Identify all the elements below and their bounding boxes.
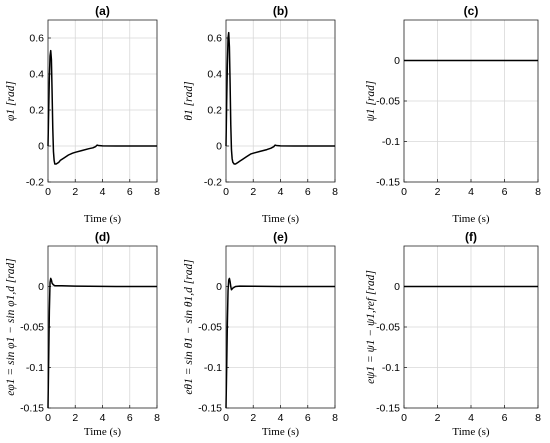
x-tick-label: 6 — [127, 186, 133, 198]
x-tick-label: 0 — [223, 186, 229, 198]
y-axis-label: eφ1 = sin φ1 − sin φ1,d [rad] — [5, 258, 17, 395]
x-tick-label: 8 — [154, 412, 160, 424]
y-tick-label: -0.05 — [376, 322, 400, 334]
y-axis-label: eθ1 = sin θ1 − sin θ1,d [rad] — [183, 259, 195, 394]
y-tick-label: -0.1 — [382, 136, 400, 148]
x-tick-label: 2 — [72, 186, 78, 198]
y-tick-label: 0.2 — [207, 105, 222, 117]
y-tick-label: 0.4 — [29, 69, 44, 81]
y-tick-label: 0 — [394, 55, 400, 67]
x-tick-label: 6 — [305, 412, 311, 424]
x-axis-label: Time (s) — [84, 426, 122, 438]
series-line — [47, 277, 157, 409]
y-tick-label: -0.15 — [376, 403, 400, 415]
panel-e: 0 2 4 6 8 -0.15 -0.1 -0.05 0 (e) Time (s) eθ1 = sin… — [183, 230, 338, 438]
x-tick-label: 4 — [100, 186, 106, 198]
y-tick-label: 0 — [216, 281, 222, 293]
x-tick-label: 2 — [250, 412, 256, 424]
panel-title: (c) — [464, 4, 479, 18]
x-tick-label: 6 — [305, 186, 311, 198]
y-tick-label: 0.6 — [29, 33, 44, 45]
series-line — [225, 277, 335, 409]
x-tick-label: 6 — [502, 412, 508, 424]
y-tick-label: -0.2 — [204, 177, 222, 189]
x-axis-label: Time (s) — [262, 426, 300, 438]
y-tick-label: -0.1 — [26, 362, 44, 374]
x-tick-label: 4 — [468, 412, 474, 424]
x-tick-label: 0 — [45, 186, 51, 198]
y-tick-label: -0.1 — [382, 362, 400, 374]
y-tick-label: -0.2 — [26, 177, 44, 189]
panel-f: 0 2 4 6 8 -0.15 -0.1 -0.05 0 (f) Time (s) eψ1 = ψ1 … — [365, 230, 541, 438]
panel-b: 0 2 4 6 8-0.200.20.40.6(b)Time (s)θ1 [rad] — [183, 4, 338, 225]
panel-title: (d) — [95, 230, 110, 244]
x-axis-label: Time (s) — [262, 213, 300, 225]
x-tick-label: 8 — [535, 412, 541, 424]
panel-title: (f) — [465, 230, 477, 244]
y-tick-label: 0.4 — [207, 69, 222, 81]
x-axis-label: Time (s) — [452, 426, 490, 438]
y-tick-label: 0.2 — [29, 105, 44, 117]
y-axis-label: θ1 [rad] — [183, 81, 195, 120]
y-axis-label: eψ1 = ψ1 − ψ1,ref [rad] — [365, 270, 377, 384]
panel-c: 0 2 4 6 8 -0.15 -0.1 -0.05 0 (c) Time (s) ψ1 [rad] — [365, 4, 541, 225]
x-tick-label: 8 — [332, 412, 338, 424]
y-tick-label: -0.15 — [376, 177, 400, 189]
y-axis-label: ψ1 [rad] — [365, 81, 377, 122]
series-line — [47, 49, 157, 165]
x-tick-label: 0 — [401, 186, 407, 198]
panel-d: 0 2 4 6 8 -0.15 -0.1 -0.05 0 (d) Time (s) eφ1 = sin… — [5, 230, 160, 438]
x-axis-label: Time (s) — [452, 213, 490, 225]
x-tick-label: 6 — [127, 412, 133, 424]
x-tick-label: 4 — [278, 186, 284, 198]
x-tick-label: 4 — [468, 186, 474, 198]
x-tick-label: 0 — [45, 412, 51, 424]
y-tick-label: 0 — [216, 141, 222, 153]
x-axis-label: Time (s) — [84, 213, 122, 225]
y-tick-label: 0.6 — [207, 33, 222, 45]
y-tick-label: -0.15 — [198, 403, 222, 415]
y-tick-label: 0 — [394, 281, 400, 293]
x-tick-label: 2 — [435, 412, 441, 424]
x-tick-label: 0 — [401, 412, 407, 424]
x-tick-label: 2 — [250, 186, 256, 198]
y-tick-label: 0 — [38, 141, 44, 153]
y-axis-label: φ1 [rad] — [5, 81, 17, 121]
panel-title: (b) — [273, 4, 288, 18]
x-tick-label: 8 — [535, 186, 541, 198]
panel-a: 0 2 4 6 8-0.200.20.40.6(a)Time (s)φ1 [rad] — [5, 4, 160, 225]
panel-title: (e) — [273, 230, 288, 244]
y-tick-label: -0.05 — [20, 322, 44, 334]
x-tick-label: 6 — [502, 186, 508, 198]
y-tick-label: -0.05 — [376, 96, 400, 108]
y-tick-label: -0.05 — [198, 322, 222, 334]
y-tick-label: 0 — [38, 281, 44, 293]
x-tick-label: 8 — [332, 186, 338, 198]
x-tick-label: 4 — [100, 412, 106, 424]
x-tick-label: 0 — [223, 412, 229, 424]
panel-title: (a) — [95, 4, 110, 18]
x-tick-label: 2 — [435, 186, 441, 198]
series-line — [225, 31, 335, 165]
y-tick-label: -0.15 — [20, 403, 44, 415]
x-tick-label: 8 — [154, 186, 160, 198]
x-tick-label: 2 — [72, 412, 78, 424]
x-tick-label: 4 — [278, 412, 284, 424]
y-tick-label: -0.1 — [204, 362, 222, 374]
